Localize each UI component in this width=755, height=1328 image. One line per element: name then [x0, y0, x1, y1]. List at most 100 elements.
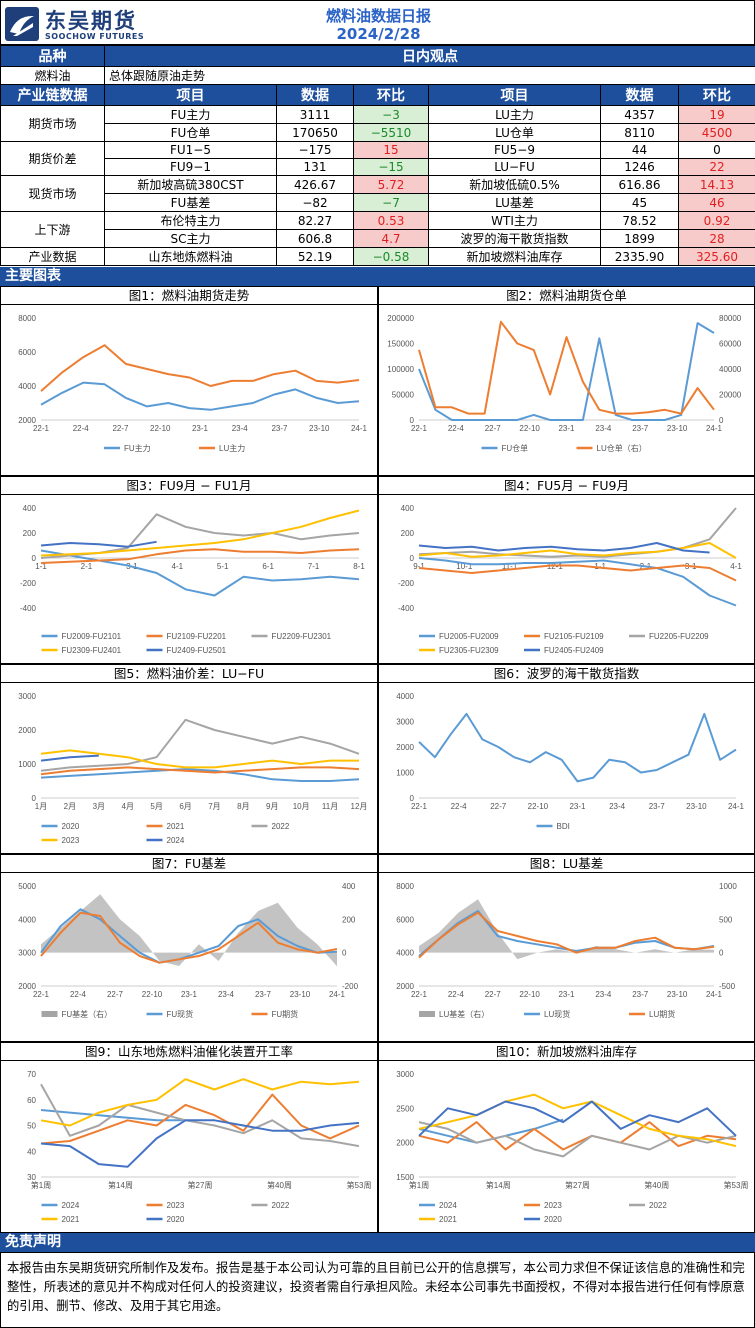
th-change-left: 环比 — [353, 84, 429, 106]
change-left: 15 — [353, 141, 429, 159]
legend-label: FU2105-FU2109 — [544, 632, 604, 641]
th-item-right: 项目 — [428, 84, 601, 106]
x-tick-label: 23-10 — [667, 990, 688, 999]
item-right: LU主力 — [428, 105, 601, 124]
change-right: 19 — [678, 105, 755, 124]
y2-tick-label: -200 — [342, 982, 359, 991]
item-left: 布伦特主力 — [104, 211, 277, 230]
value-left: 426.67 — [276, 175, 354, 194]
x-tick-label: 6-1 — [262, 562, 274, 571]
y-tick-label: 3000 — [396, 1070, 414, 1079]
item-left: FU主力 — [104, 105, 277, 124]
series-line-1 — [40, 548, 360, 564]
x-tick-label: 11-1 — [502, 562, 518, 571]
x-tick-label: 3月 — [93, 802, 105, 811]
series-line-2 — [40, 1083, 360, 1148]
y-tick-label: 200 — [23, 529, 37, 538]
item-right: WTI主力 — [428, 211, 601, 230]
x-tick-label: 24-1 — [706, 424, 723, 433]
th-chain: 产业链数据 — [0, 84, 105, 106]
series-line-0 — [418, 322, 715, 421]
chart-panel-c2: 图2：燃料油期货仓单 200000 150000 100000 50000 0 80000 6… — [378, 286, 755, 476]
series-line-2 — [418, 1121, 737, 1158]
legend-label: FU2305-FU2309 — [439, 646, 499, 655]
change-left: −7 — [353, 193, 429, 212]
item-right: FU5−9 — [428, 141, 601, 159]
y-tick-label: 8000 — [396, 882, 414, 891]
x-tick-label: 7-1 — [308, 562, 320, 571]
x-tick-label: 22-4 — [73, 424, 90, 433]
y-tick-label: 3000 — [18, 692, 36, 701]
x-tick-label: 4-1 — [172, 562, 184, 571]
series-line-3 — [418, 1093, 737, 1148]
legend-label: 2023 — [544, 1201, 562, 1210]
x-tick-label: 22-1 — [411, 424, 428, 433]
y2-tick-label: 80000 — [719, 314, 742, 323]
chart-svg-c8: 8000 6000 4000 2000 1000 500 0 -500 22-1 22-4 22-7… — [396, 882, 737, 1019]
y-tick-label: 400 — [23, 504, 37, 513]
y-tick-label: 70 — [27, 1070, 36, 1079]
y-tick-label: 1500 — [396, 1173, 414, 1182]
chart-panel-c6: 图6：波罗的海干散货指数 4000 3000 2000 1000 0 22-1 22-4 22-… — [378, 664, 755, 854]
y-tick-label: 50000 — [392, 391, 415, 400]
chart-panel-c10: 图10：新加坡燃料油库存 3000 2500 2000 1500 第1周 第14周 第27周 第… — [378, 1042, 755, 1233]
y-tick-label: 50 — [27, 1122, 36, 1131]
logo-cn-text: 东吴期货 — [45, 8, 137, 33]
chart-panel-c4: 图4：FU5月 − FU9月 400 200 0 -200 -400 9-1 10-1 11-1… — [378, 476, 755, 664]
value-right: 78.52 — [600, 211, 679, 230]
y-tick-label: 200 — [401, 529, 415, 538]
x-tick-label: 23-10 — [667, 424, 688, 433]
x-tick-label: 23-7 — [632, 990, 649, 999]
x-tick-label: 23-7 — [255, 990, 272, 999]
chart-title: 图7：FU基差 — [1, 855, 377, 873]
legend-label: 2024 — [439, 1201, 457, 1210]
series-line-0 — [418, 712, 737, 783]
y-tick-label: 0 — [32, 794, 37, 803]
legend-label: 2023 — [167, 1201, 185, 1210]
series-line-1 — [418, 320, 715, 415]
table-row: 期货价差 FU1−5 −175 15 FU5−9 44 0 — [0, 141, 755, 176]
series-area-0 — [41, 894, 337, 967]
value-left: 3111 — [276, 105, 354, 124]
x-tick-label: 22-4 — [70, 990, 87, 999]
x-tick-label: 第27周 — [188, 1180, 213, 1190]
y-tick-label: 0 — [410, 416, 415, 425]
x-tick-label: 1-1 — [594, 562, 606, 571]
x-tick-label: 23-10 — [309, 424, 330, 433]
series-line-2 — [40, 911, 338, 964]
x-tick-label: 22-4 — [448, 424, 465, 433]
y-tick-label: 0 — [410, 554, 415, 563]
x-tick-label: 22-4 — [448, 990, 465, 999]
x-tick-label: 23-1 — [181, 990, 198, 999]
series-line-1 — [418, 1121, 737, 1151]
y-tick-label: 2000 — [396, 743, 414, 752]
item-right: LU仓单 — [428, 123, 601, 142]
group-label: 期货市场 — [0, 105, 105, 142]
x-tick-label: 8月 — [237, 802, 249, 811]
y-tick-label: 100000 — [387, 365, 414, 374]
y-tick-label: 4000 — [396, 692, 414, 701]
series-line-4 — [40, 1119, 360, 1168]
series-line-0 — [418, 557, 737, 607]
table-row: 上下游 布伦特主力 82.27 0.53 WTI主力 78.52 0.92 — [0, 211, 755, 248]
x-tick-label: 2-1 — [81, 562, 93, 571]
value-right: 45 — [600, 193, 679, 212]
series-line-0 — [40, 768, 360, 782]
x-tick-label: 22-7 — [107, 990, 124, 999]
legend-label: LU仓单（右） — [597, 443, 647, 453]
change-right: 28 — [678, 229, 755, 248]
series-line-1 — [418, 564, 737, 582]
x-tick-label: 23-10 — [290, 990, 311, 999]
series-line-4 — [418, 542, 710, 554]
x-tick-label: 22-1 — [33, 990, 50, 999]
intraday-product: 燃料油 — [0, 66, 105, 85]
y-tick-label: 4000 — [396, 949, 414, 958]
item-left: FU1−5 — [104, 141, 277, 159]
x-tick-label: 第1周 — [31, 1180, 51, 1190]
series-line-1 — [40, 766, 360, 776]
chart-title: 图10：新加坡燃料油库存 — [379, 1043, 754, 1061]
value-right: 2335.90 — [600, 247, 679, 266]
group-label: 产业数据 — [0, 247, 105, 266]
x-tick-label: 23-4 — [595, 424, 612, 433]
